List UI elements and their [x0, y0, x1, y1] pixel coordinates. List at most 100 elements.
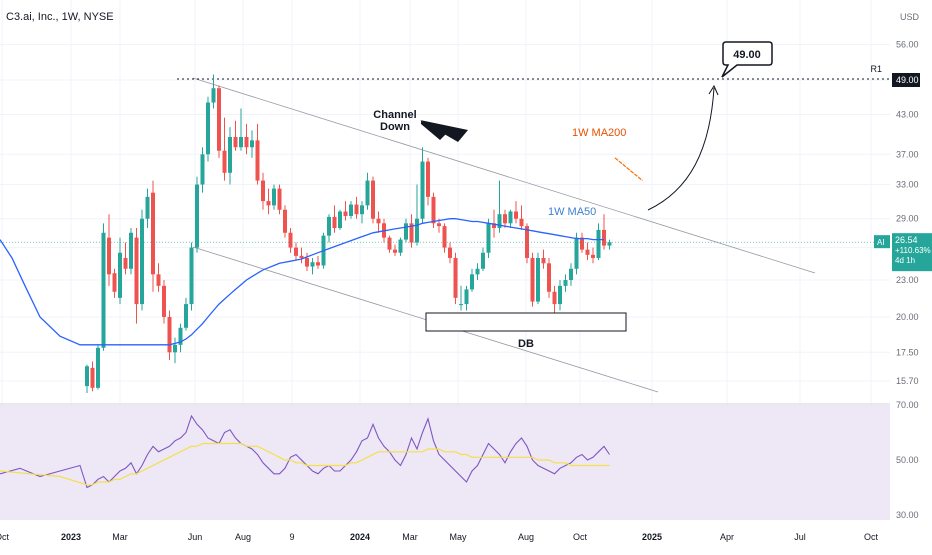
candle-body	[156, 274, 161, 286]
r1-price-badge	[892, 73, 920, 87]
candle-body	[233, 136, 238, 148]
candle-body	[90, 367, 95, 388]
rsi-band	[0, 405, 890, 520]
candle-body	[299, 255, 304, 258]
time-tick: Jul	[794, 532, 806, 542]
candle-body	[453, 257, 458, 298]
candle-body	[420, 161, 425, 219]
price-axis[interactable]: 15.70 17.50 20.00 23.00 29.00 33.00 37.00 43.00…	[0, 40, 932, 520]
bar-countdown: 4d 1h	[895, 256, 915, 265]
candle-body	[475, 268, 480, 275]
candle-body	[409, 223, 414, 243]
candle-body	[107, 237, 111, 275]
r1-label: R1	[870, 64, 882, 74]
channel-arrow	[421, 121, 452, 140]
ticker-badge	[874, 235, 890, 249]
candle-body	[310, 262, 315, 267]
time-tick: Mar	[112, 532, 128, 542]
price-tick: 17.50	[896, 347, 919, 357]
candle-body	[211, 88, 216, 103]
candle-body	[376, 218, 381, 224]
candle-body	[118, 252, 122, 298]
candle-body	[85, 366, 89, 387]
target-callout	[721, 41, 773, 78]
time-tick: Aug	[518, 532, 534, 542]
chart-title: C3.ai, Inc., 1W, NYSE	[6, 11, 114, 23]
candle-body	[426, 161, 430, 197]
candle-body	[585, 249, 590, 255]
candle-body	[354, 204, 359, 215]
candle-body	[442, 226, 447, 248]
db-label: DB	[518, 338, 534, 350]
candle-body	[536, 257, 540, 302]
candle-body	[492, 223, 496, 228]
candle-body	[404, 223, 408, 240]
candle-body	[272, 188, 276, 206]
ma200-line	[614, 157, 643, 182]
candle-body	[563, 280, 568, 286]
time-tick: Aug	[235, 532, 251, 542]
candle-body	[123, 257, 128, 269]
rsi-tick: 50.00	[896, 455, 919, 465]
current-price: 26.54	[895, 235, 918, 245]
candle-body	[365, 180, 370, 206]
time-tick: 9	[289, 532, 294, 542]
time-tick: Oct	[0, 532, 9, 542]
candle-body	[602, 229, 606, 246]
candle-body	[294, 247, 298, 256]
price-tick: 37.00	[896, 149, 919, 159]
candle-body	[574, 237, 579, 269]
candle-body	[530, 257, 535, 302]
candle-body	[195, 184, 199, 248]
currency-label: USD	[900, 12, 920, 22]
candle-body	[486, 223, 491, 253]
candle-body	[591, 254, 595, 258]
candle-body	[459, 304, 463, 306]
r1-price-badge-text: 49.00	[896, 75, 919, 85]
candle-body	[508, 211, 513, 224]
candle-body	[497, 214, 502, 228]
candle-body	[288, 232, 293, 248]
candle-body	[162, 285, 166, 317]
candle-body	[151, 192, 155, 275]
candle-body	[96, 347, 100, 388]
projection-arrowhead	[708, 84, 719, 96]
candle-body	[552, 291, 557, 305]
candle-body	[283, 209, 287, 233]
channel-arrow-head	[420, 120, 468, 142]
candle-body	[222, 150, 227, 173]
candle-body	[244, 136, 249, 148]
price-change: +110.63%	[895, 246, 931, 255]
candle-body	[228, 136, 232, 173]
price-tick: 15.70	[896, 376, 919, 386]
time-tick: Apr	[720, 532, 734, 542]
current-price-badge	[892, 233, 932, 272]
candle-body	[261, 180, 265, 202]
candle-body	[371, 180, 375, 219]
time-tick: Oct	[864, 532, 879, 542]
ma50-line	[0, 218, 604, 346]
time-tick: Mar	[402, 532, 418, 542]
candle-body	[316, 262, 320, 266]
candle-body	[250, 140, 254, 148]
projection-curve	[647, 87, 715, 211]
time-axis[interactable]: Oct 2023 Mar Jun Aug 9 2024 Mar May Aug Oct 2025 Apr…	[0, 532, 878, 542]
candle-body	[431, 196, 436, 224]
rsi-line	[0, 414, 610, 489]
rsi-tick: 70.00	[896, 400, 919, 410]
ma-lines	[0, 157, 643, 346]
candle-body	[437, 223, 441, 227]
candle-body	[255, 140, 260, 181]
candle-body	[305, 257, 309, 267]
candle-body	[387, 237, 392, 250]
candle-body	[101, 232, 106, 348]
price-tick: 43.00	[896, 110, 919, 120]
price-tick: 33.00	[896, 180, 919, 190]
time-tick: 2025	[642, 532, 662, 542]
candle-body	[607, 242, 612, 246]
candle-body	[569, 268, 573, 281]
candle-body	[393, 249, 397, 253]
candle-body	[525, 226, 529, 258]
candle-body	[140, 218, 144, 305]
